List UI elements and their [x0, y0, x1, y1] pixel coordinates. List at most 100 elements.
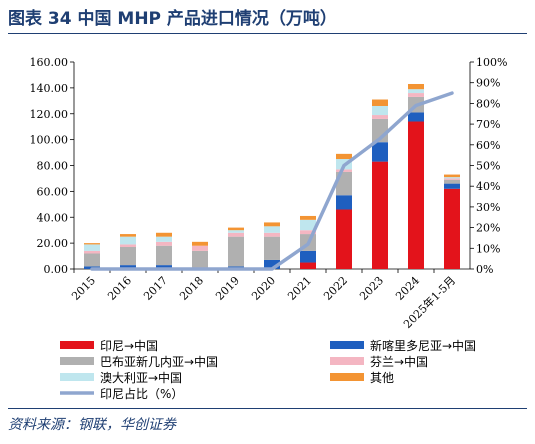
left-tick-label: 120.00: [30, 108, 69, 121]
legend-label: 巴布亚新几内亚→中国: [100, 354, 218, 369]
left-axis: 0.00 20.00 40.00 60.00 80.00 100.00 120.00 140.…: [30, 56, 75, 276]
bar-segment: [264, 226, 280, 233]
right-tick-label: 40%: [476, 180, 500, 193]
bar-segment: [408, 89, 424, 94]
right-tick-label: 90%: [476, 77, 500, 90]
left-tick-label: 100.00: [30, 134, 69, 147]
bar-segment: [84, 250, 100, 254]
legend-label: 芬兰→中国: [370, 354, 428, 369]
bar-segment: [444, 174, 460, 178]
x-tick-label: 2023: [357, 274, 386, 303]
bar-segment: [120, 265, 136, 269]
bar-segment: [372, 142, 388, 162]
bar-segment: [300, 219, 316, 231]
x-tick-label: 2024: [393, 274, 422, 303]
bar-series: [84, 83, 460, 269]
x-tick-label: 2022: [321, 274, 350, 303]
bar-segment: [120, 247, 136, 266]
bar-segment: [300, 215, 316, 220]
bar-segment: [372, 105, 388, 116]
bar-segment: [372, 115, 388, 119]
bar-segment: [444, 178, 460, 180]
title-divider: [8, 33, 527, 34]
left-tick-label: 20.00: [37, 237, 69, 250]
left-tick-label: 0.00: [44, 263, 69, 276]
bar-segment: [120, 244, 136, 248]
right-tick-label: 30%: [476, 201, 500, 214]
left-tick-label: 160.00: [30, 56, 69, 69]
left-tick-label: 60.00: [37, 185, 69, 198]
right-tick-label: 10%: [476, 242, 500, 255]
x-tick-label: 2016: [105, 274, 134, 303]
bar-segment: [444, 188, 460, 269]
bar-segment: [84, 253, 100, 267]
left-tick-label: 140.00: [30, 82, 69, 95]
x-tick-label: 2020: [249, 274, 278, 303]
bar-segment: [408, 112, 424, 122]
bar-segment: [300, 250, 316, 263]
bar-segment: [84, 243, 100, 245]
right-tick-label: 50%: [476, 160, 500, 173]
legend-label: 印尼占比（%）: [100, 386, 183, 401]
bar-segment: [264, 259, 280, 269]
bar-segment: [372, 99, 388, 106]
bar-segment: [300, 230, 316, 235]
bar-segment: [408, 93, 424, 97]
bar-segment: [408, 121, 424, 269]
bar-segment: [336, 195, 352, 210]
bar-segment: [444, 179, 460, 184]
right-tick-label: 70%: [476, 118, 500, 131]
x-tick-label: 2019: [213, 274, 242, 303]
bar-segment: [228, 232, 244, 237]
bar-segment: [156, 265, 172, 269]
x-tick-label: 2015: [69, 274, 98, 303]
legend-swatch: [60, 341, 94, 349]
bar-segment: [192, 241, 208, 246]
legend-label: 新喀里多尼亚→中国: [370, 338, 476, 353]
bar-segment: [372, 161, 388, 269]
page-title: 图表 34 中国 MHP 产品进口情况（万吨）: [8, 9, 337, 29]
right-tick-label: 20%: [476, 222, 500, 235]
right-tick-label: 80%: [476, 97, 500, 110]
bar-segment: [264, 236, 280, 260]
bar-segment: [156, 236, 172, 242]
bar-segment: [300, 262, 316, 269]
legend-swatch: [330, 373, 364, 381]
left-tick-label: 40.00: [37, 211, 69, 224]
x-axis: 2015 2016 2017 2018 2019 2020 2021 2022 2023 2024…: [69, 268, 470, 331]
bar-segment: [264, 232, 280, 237]
bar-segment: [156, 245, 172, 266]
legend-swatch: [330, 357, 364, 365]
title-bar: 图表 34 中国 MHP 产品进口情况（万吨）: [0, 0, 535, 34]
right-tick-label: 100%: [476, 56, 507, 69]
legend-label: 印尼→中国: [100, 338, 158, 353]
x-tick-label: 2017: [141, 274, 170, 303]
bar-segment: [408, 83, 424, 90]
bar-segment: [228, 230, 244, 233]
left-tick-label: 80.00: [37, 160, 69, 173]
x-tick-label: 2021: [285, 274, 314, 303]
bar-segment: [336, 209, 352, 269]
x-tick-label: 2018: [177, 274, 206, 303]
bar-segment: [336, 169, 352, 172]
bar-segment: [228, 227, 244, 231]
bar-segment: [264, 222, 280, 227]
bar-segment: [156, 232, 172, 237]
legend-swatch: [60, 357, 94, 365]
share-line: [90, 91, 454, 271]
source-divider: [8, 408, 527, 409]
bar-segment: [444, 183, 460, 189]
right-axis: 0% 10% 20% 30% 40% 50% 60% 70% 80% 90% 100%: [469, 56, 507, 276]
bar-segment: [120, 236, 136, 245]
bar-segment: [84, 244, 100, 251]
bar-segment: [228, 236, 244, 267]
source-note: 资料来源：钢联，华创证券: [8, 417, 176, 433]
right-tick-label: 60%: [476, 139, 500, 152]
legend-label: 其他: [370, 371, 394, 385]
bar-segment: [444, 177, 460, 179]
right-tick-label: 0%: [476, 263, 493, 276]
bar-segment: [120, 234, 136, 237]
line-series: [90, 91, 454, 271]
bar-segment: [156, 241, 172, 246]
